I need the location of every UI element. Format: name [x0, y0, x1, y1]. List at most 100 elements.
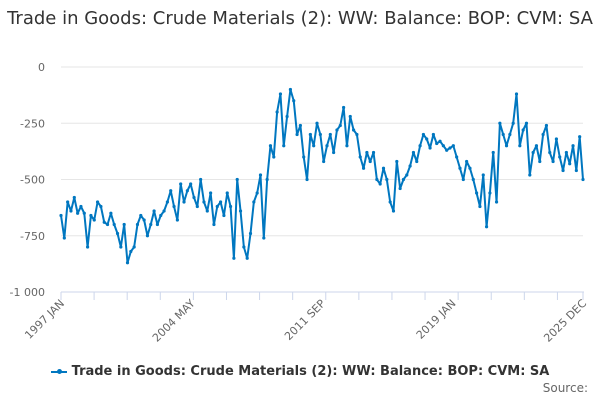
data-point	[202, 200, 206, 204]
data-point	[275, 110, 279, 114]
data-point	[388, 200, 392, 204]
data-point	[544, 123, 549, 128]
data-point	[548, 150, 552, 155]
data-point	[398, 186, 402, 191]
data-point	[59, 213, 63, 218]
data-point	[102, 220, 106, 224]
data-point	[445, 148, 449, 152]
data-point	[79, 204, 83, 209]
x-tick-label: 2025 DEC	[541, 297, 589, 345]
data-point	[112, 222, 116, 227]
data-point	[408, 164, 412, 168]
data-point	[159, 213, 163, 218]
data-point	[494, 200, 499, 204]
data-point	[182, 200, 186, 204]
y-tick-label: -750	[20, 230, 45, 243]
data-point	[345, 144, 349, 148]
data-point	[252, 200, 256, 204]
data-point	[418, 144, 422, 148]
data-point	[85, 245, 90, 249]
data-point	[524, 121, 529, 125]
data-point	[152, 209, 156, 213]
data-point	[375, 177, 379, 182]
data-point	[292, 99, 296, 103]
data-point	[528, 173, 532, 177]
data-point	[368, 159, 372, 164]
data-point	[109, 211, 113, 215]
data-point	[142, 218, 146, 222]
data-point	[365, 150, 369, 155]
data-point	[66, 200, 70, 204]
legend-label: Trade in Goods: Crude Materials (2): WW:…	[71, 364, 550, 379]
data-point	[574, 168, 578, 173]
data-point	[92, 218, 96, 222]
data-point	[371, 150, 376, 155]
data-point	[225, 191, 229, 195]
data-point	[139, 213, 143, 218]
data-point	[411, 150, 416, 155]
data-point	[209, 191, 213, 195]
y-tick-label: 0	[38, 61, 45, 74]
y-tick-label: -1 000	[10, 286, 45, 299]
data-point	[518, 144, 522, 148]
legend[interactable]: Trade in Goods: Crude Materials (2): WW:…	[0, 364, 600, 379]
data-point	[561, 168, 565, 173]
data-point	[308, 132, 312, 137]
data-point	[135, 222, 140, 227]
data-point	[105, 222, 110, 227]
data-point	[378, 182, 382, 186]
data-point	[265, 177, 269, 182]
data-point	[155, 222, 160, 227]
series-line	[60, 88, 584, 264]
data-point	[451, 144, 455, 148]
data-point	[581, 177, 585, 182]
data-point	[491, 150, 495, 155]
legend-line-symbol-icon	[50, 369, 67, 374]
data-point	[391, 209, 396, 213]
data-point	[568, 162, 572, 166]
x-tick-label: 2011 SEP	[282, 297, 328, 343]
data-point	[448, 146, 452, 150]
data-point	[564, 150, 568, 155]
data-point	[431, 132, 435, 137]
data-point	[228, 204, 233, 209]
data-point	[351, 128, 356, 132]
data-point	[488, 191, 492, 195]
data-point	[501, 132, 505, 137]
data-point	[212, 222, 216, 227]
data-point	[132, 245, 136, 249]
data-point	[508, 132, 512, 137]
data-point	[438, 139, 442, 143]
data-point	[125, 261, 130, 265]
data-point	[435, 141, 439, 146]
data-point	[298, 123, 302, 128]
data-point	[465, 159, 469, 164]
data-point	[215, 204, 219, 209]
y-tick-label: -500	[20, 174, 45, 187]
x-tick-label: 2004 MAY	[150, 297, 198, 345]
data-point	[205, 209, 209, 213]
data-point	[441, 144, 445, 148]
data-point	[302, 155, 306, 159]
x-axis: 1997 JAN 2004 MAY 2011 SEP 2019 JAN 2025 DEC	[22, 291, 589, 345]
data-point	[511, 121, 515, 125]
data-point	[401, 177, 406, 182]
data-point	[358, 155, 362, 159]
data-point	[578, 135, 582, 139]
data-point	[99, 204, 103, 209]
data-point	[72, 195, 76, 200]
data-point	[162, 209, 166, 213]
data-point	[428, 146, 432, 150]
data-point	[478, 204, 482, 209]
data-point	[571, 144, 575, 148]
data-point	[315, 121, 319, 125]
data-point	[199, 177, 203, 182]
data-point	[421, 132, 426, 137]
data-point	[558, 155, 562, 159]
y-axis: 0 -250 -500 -750 -1 000	[10, 61, 45, 299]
data-point	[312, 144, 316, 148]
data-point	[521, 128, 525, 132]
data-point	[189, 182, 193, 186]
data-point	[235, 177, 239, 182]
